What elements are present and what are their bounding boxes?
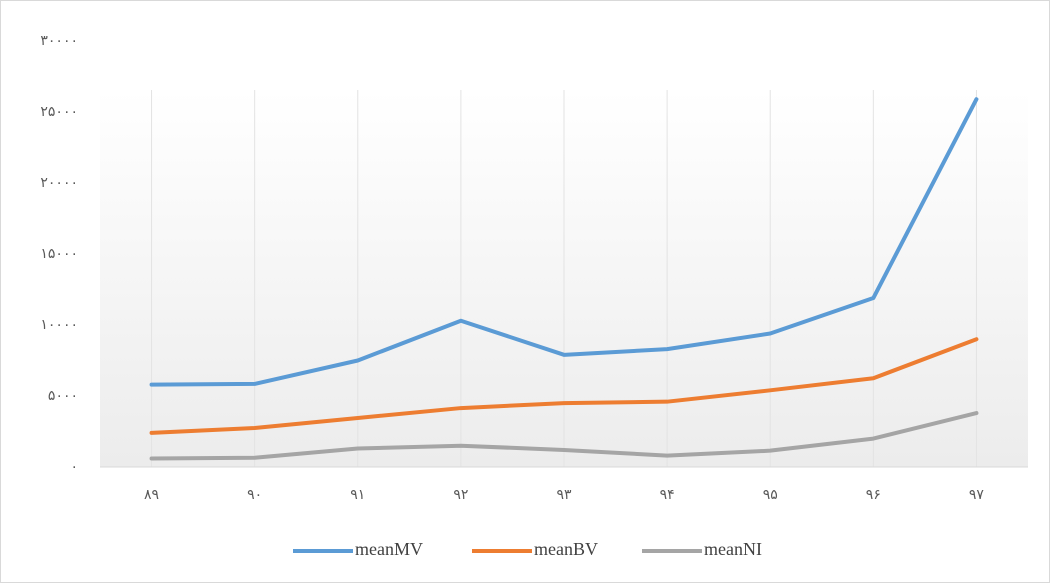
x-tick-label: ۹۱ [350,487,365,503]
y-tick-label: ۲۵۰۰۰ [40,104,78,120]
y-tick-label: ۵۰۰۰ [48,388,78,404]
legend-label: meanNI [704,539,762,559]
x-tick-label: ۹۶ [866,487,881,503]
y-tick-label: ۰ [70,459,78,475]
x-tick-label: ۸۹ [144,487,159,503]
chart: ۸۹ ۹۰ ۹۱ ۹۲ ۹۳ ۹۴ ۹۵ ۹۶ ۹۷ ۰ ۵۰۰۰ ۱۰۰۰۰ ۱۵۰۰۰ ۲۰۰۰۰ ۲۵… [0,0,1050,583]
y-tick-label: ۱۵۰۰۰ [40,246,78,262]
y-tick-label: ۱۰۰۰۰ [40,317,78,333]
y-tick-label: ۳۰۰۰۰ [40,33,78,49]
x-tick-label: ۹۲ [453,487,468,503]
x-tick-label: ۹۵ [763,487,778,503]
x-tick-label: ۹۰ [247,487,262,503]
legend-label: meanBV [534,539,598,559]
x-tick-label: ۹۷ [969,487,985,503]
y-tick-label: ۲۰۰۰۰ [40,175,78,191]
x-tick-label: ۹۳ [556,487,572,503]
legend-label: meanMV [355,539,423,559]
x-tick-label: ۹۴ [660,487,675,503]
